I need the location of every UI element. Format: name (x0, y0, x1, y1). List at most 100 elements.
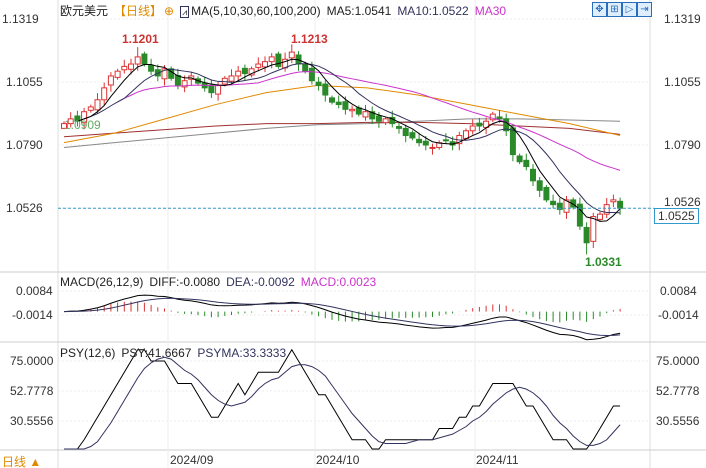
psy-line (64, 348, 621, 450)
zoom-out-icon[interactable]: ▷ (622, 2, 637, 17)
ma5-line (77, 58, 621, 222)
psy-tick: 52.7778 (656, 384, 700, 398)
candle-body (174, 74, 181, 86)
psy-tick: 75.0000 (656, 354, 700, 368)
candle-body (429, 146, 436, 149)
candle-body (610, 199, 617, 203)
price-tick: 1.0526 (6, 201, 43, 215)
candle-body (228, 75, 235, 82)
candle-body (81, 111, 88, 124)
date-tick: 2024/10 (316, 453, 360, 467)
candle-body (509, 127, 516, 156)
ma5-value: MA5:1.0541 (326, 4, 392, 18)
ma30-value: MA30 (474, 4, 507, 18)
psyma-line (64, 356, 621, 450)
candle-body (489, 113, 496, 121)
candle-body (543, 186, 550, 201)
candle-body (597, 213, 603, 220)
candle-body (523, 159, 530, 168)
candle-body (590, 216, 597, 242)
psy-tick: 75.0000 (10, 354, 54, 368)
ma10-value: MA10:1.0522 (397, 4, 469, 18)
exit-icon[interactable]: ⇥ (637, 2, 652, 17)
price-tick: 1.0790 (6, 138, 43, 152)
dea-value: DEA:-0.0092 (226, 275, 295, 289)
move-icon[interactable]: ✥ (592, 2, 607, 17)
candle-body (241, 67, 248, 75)
candle-body (402, 127, 409, 137)
psyma-value: PSYMA:33.3333 (197, 346, 287, 360)
psy-tick: 52.7778 (10, 384, 54, 398)
diff-value: DIFF:-0.0080 (149, 275, 221, 289)
date-tick: 2024/09 (170, 453, 214, 467)
diff-line (63, 294, 621, 341)
candle-body (114, 70, 121, 78)
dea-line (63, 297, 621, 337)
candle-body (369, 111, 376, 120)
price-tick: 1.0526 (664, 195, 701, 209)
macd-value: MACD:0.0023 (300, 275, 377, 289)
candle-body (67, 118, 74, 125)
candle-body (181, 80, 188, 88)
psy-tick: 30.5556 (656, 414, 700, 428)
price-tick: 1.1055 (664, 75, 701, 89)
candle-body (61, 123, 67, 129)
candle-body (563, 199, 570, 213)
candle-body (148, 64, 155, 72)
candle-body (262, 61, 268, 68)
candle-body (121, 65, 128, 71)
candle-body (382, 118, 389, 124)
candle-body (576, 203, 583, 227)
macd-header: MACD(26,12,9) DIFF:-0.0080 DEA:-0.0092 MACD… (60, 275, 382, 289)
candle-body (375, 115, 382, 122)
candle-body (329, 97, 335, 103)
price-tick: 1.0790 (664, 138, 701, 152)
macd-tick: -0.0014 (12, 308, 53, 322)
ma-label[interactable]: MA(5,10,30,60,100,200) (191, 4, 321, 18)
macd-label[interactable]: MACD(26,12,9) (60, 275, 144, 289)
indicator-icon[interactable]: ⩘ (180, 6, 190, 18)
candle-body (128, 63, 134, 70)
candle-body (583, 227, 590, 244)
macd-tick: 0.0084 (660, 284, 697, 298)
ma10-line (83, 63, 621, 214)
candle-body (308, 67, 315, 82)
candle-body (315, 81, 322, 86)
candle-body (516, 155, 523, 163)
candle-body (322, 83, 329, 96)
candle-body (617, 200, 624, 209)
add-icon[interactable]: ⊕ (164, 4, 175, 18)
candle-body (141, 53, 148, 65)
candle-body (603, 204, 610, 215)
candle-body (536, 180, 543, 191)
psy-label[interactable]: PSY(12,6) (60, 346, 116, 360)
macd-tick: 0.0084 (16, 284, 53, 298)
candle-body (416, 138, 423, 144)
psy-tick: 30.5556 (10, 414, 54, 428)
candle-body (268, 56, 275, 63)
low-label: 1.0331 (585, 255, 622, 269)
candle-body (409, 132, 416, 139)
period-selector[interactable]: 日线 ▲ (2, 455, 42, 468)
candle-body (235, 70, 242, 77)
candle-body (556, 202, 563, 210)
candle-body (208, 84, 215, 94)
high-label: 1.1213 (291, 32, 328, 46)
zoom-in-icon[interactable]: ⊞ (607, 2, 622, 17)
price-tick: 1.1319 (2, 12, 39, 26)
price-tick: 1.1319 (664, 12, 701, 26)
ma30-line (117, 71, 621, 171)
period-label[interactable]: 【日线】 (114, 4, 163, 18)
candle-body (161, 68, 168, 80)
candle-body (396, 125, 402, 129)
psy-value: PSY:41.6667 (121, 346, 192, 360)
macd-tick: -0.0014 (658, 308, 699, 322)
candle-body (469, 125, 476, 132)
candle-body (134, 56, 141, 65)
candle-body (496, 116, 503, 120)
candle-body (335, 101, 342, 106)
candle-body (248, 68, 255, 76)
candle-body (349, 108, 356, 112)
